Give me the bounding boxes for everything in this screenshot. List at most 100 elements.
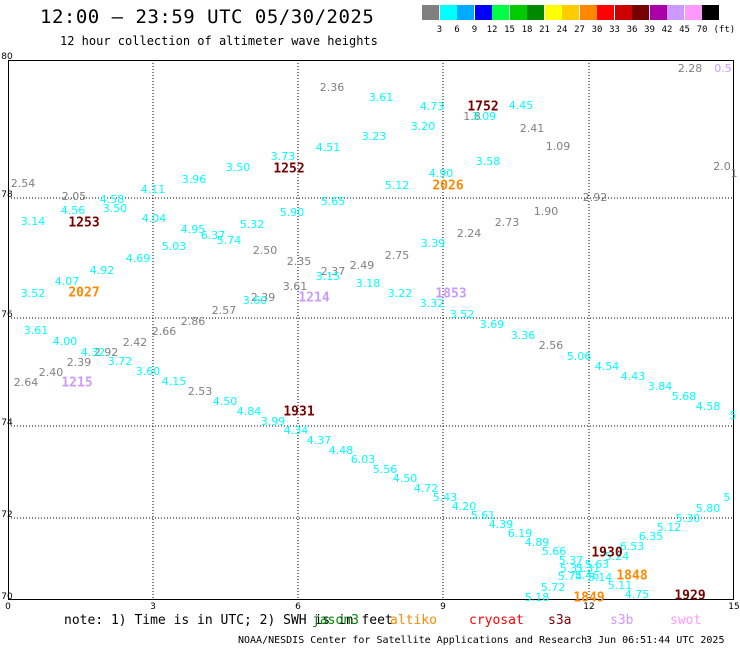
lon-tick-label: 15 — [728, 602, 739, 612]
wave-height-label: 5.31 — [560, 562, 585, 575]
lat-tick-label: 72 — [1, 510, 12, 520]
pass-time-label: 1253 — [68, 216, 99, 231]
wave-height-label: 5.31 — [576, 562, 601, 575]
wave-height-label: 4.50 — [393, 472, 418, 485]
wave-height-label: 2.92 — [94, 346, 119, 359]
wave-height-label: 2.36 — [320, 81, 345, 94]
wave-height-label: 4.92 — [90, 264, 115, 277]
wave-height-label: 4.73 — [420, 100, 445, 113]
legend-swatch — [457, 5, 474, 20]
wave-height-label: 6.19 — [508, 527, 533, 540]
wave-height-label: 3.32 — [420, 297, 445, 310]
wave-height-label: 4.84 — [237, 405, 262, 418]
legend-swatch — [544, 5, 562, 20]
legend-label: 33 — [609, 25, 620, 35]
wave-height-label: 4.89 — [525, 536, 550, 549]
wave-height-label: 4.75 — [625, 588, 650, 601]
wave-height-label: 1.90 — [534, 205, 559, 218]
wave-height-label: 3.18 — [356, 277, 381, 290]
satellite-legend-altiko: altiko — [390, 613, 437, 628]
legend-label: 45 — [679, 25, 690, 35]
wave-height-label: 5.30 — [676, 512, 701, 525]
legend-swatch — [702, 5, 719, 20]
wave-height-label: 6.37 — [201, 229, 226, 242]
wave-height-label: 3.20 — [411, 120, 436, 133]
pass-time-label: 1930 — [591, 546, 622, 561]
wave-height-label: 5.12 — [657, 521, 682, 534]
legend-swatch — [422, 5, 439, 20]
wave-height-label: 2.41 — [520, 122, 545, 135]
wave-height-label: 5.80 — [696, 502, 721, 515]
legend-swatch — [527, 5, 544, 20]
wave-height-label: 5.90 — [280, 206, 305, 219]
wave-height-label: 1.8 — [463, 110, 481, 123]
lon-tick-label: 9 — [440, 602, 446, 612]
satellite-legend-s3a: s3a — [548, 613, 572, 628]
wave-height-label: 5.61 — [471, 509, 496, 522]
wave-height-label: 2.75 — [385, 249, 410, 262]
wave-height-label: 5.74 — [217, 234, 242, 247]
wave-height-label: 5.18 — [525, 591, 550, 604]
map-frame — [8, 60, 734, 600]
wave-height-label: 5.74 — [558, 570, 583, 583]
wave-height-label: 4.39 — [489, 518, 514, 531]
legend-label: 42 — [661, 25, 673, 35]
wave-height-label: 2.66 — [152, 325, 177, 338]
lat-tick-label: 80 — [1, 52, 13, 62]
legend-swatch — [474, 5, 492, 20]
wave-height-label: 3.69 — [480, 318, 505, 331]
wave-height-label: 2.39 — [251, 291, 276, 304]
wave-height-label: 3.36 — [511, 329, 536, 342]
wave-height-label: 5.43 — [433, 491, 458, 504]
wave-height-label: 4.95 — [181, 223, 206, 236]
wave-height-label: 3.09 — [472, 110, 497, 123]
wave-height-label: 2.50 — [253, 244, 278, 257]
wave-height-label: 2.28 — [678, 62, 703, 75]
wave-height-label: 5.14 — [588, 571, 613, 584]
legend-label: 18 — [521, 25, 533, 35]
wave-height-label: 2.57 — [212, 304, 237, 317]
wave-height-label: 3.14 — [21, 215, 46, 228]
wave-height-label: 2.39 — [67, 356, 92, 369]
wave-height-label: 2.37 — [321, 265, 346, 278]
wave-height-label: 3.61 — [369, 91, 394, 104]
wave-height-label: 0.5 — [714, 62, 732, 75]
legend-swatch — [492, 5, 509, 20]
wave-height-label: 4.69 — [126, 252, 151, 265]
legend-label: 30 — [591, 25, 603, 35]
wave-height-label: 2.0 — [713, 160, 731, 173]
wave-height-label: 3.22 — [388, 287, 413, 300]
legend-swatch — [597, 5, 614, 20]
wave-height-label: 1.09 — [546, 140, 571, 153]
pass-time-label: 1849 — [573, 591, 604, 606]
legend-swatch — [439, 5, 457, 20]
satellite-legend-jason3: jason3 — [312, 613, 359, 628]
wave-height-label: 3.61 — [24, 324, 49, 337]
legend-label: 3 — [436, 25, 443, 35]
pass-time-label: 1215 — [61, 376, 92, 391]
wave-height-label: 4.58 — [696, 400, 721, 413]
footer-note: note: 1) Time is in UTC; 2) SWH is in fe… — [64, 613, 393, 628]
legend-swatch — [579, 5, 597, 20]
wave-height-label: 4.72 — [414, 482, 439, 495]
legend-label: 36 — [626, 25, 638, 35]
legend-swatch — [649, 5, 667, 20]
wave-height-label: 2.86 — [181, 315, 206, 328]
pass-time-label: 2026 — [432, 179, 463, 194]
wave-height-label: 5.56 — [373, 463, 398, 476]
pass-time-label: 1931 — [283, 405, 314, 420]
wave-height-label: 6.03 — [351, 453, 376, 466]
map-canvas: 0 3 6 9 12 157072747678802.363.614.731.83.094… — [1, 52, 739, 612]
pass-time-label: 2027 — [68, 286, 99, 301]
wave-height-label: 4.04 — [142, 212, 167, 225]
wave-height-label: 3.50 — [103, 202, 128, 215]
wave-height-label: 1 — [731, 167, 738, 180]
wave-height-label: 3.99 — [261, 415, 286, 428]
wave-height-label: 4.56 — [61, 204, 86, 217]
legend-swatch — [562, 5, 579, 20]
wave-height-label: 2.05 — [62, 190, 87, 203]
legend-label: 12 — [486, 25, 498, 35]
wave-height-label: 5.12 — [385, 179, 410, 192]
lon-tick-label: 6 — [295, 602, 301, 612]
legend-unit: (ft) — [713, 25, 736, 35]
